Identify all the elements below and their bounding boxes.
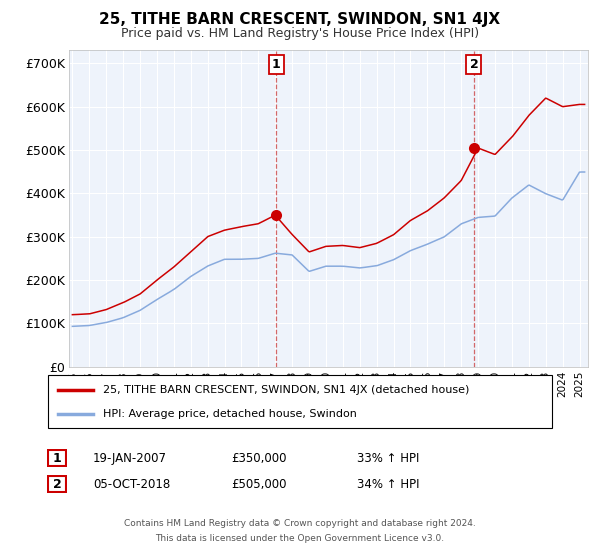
Text: 05-OCT-2018: 05-OCT-2018 — [93, 478, 170, 491]
Text: £505,000: £505,000 — [231, 478, 287, 491]
Text: 2: 2 — [470, 58, 478, 71]
Text: Contains HM Land Registry data © Crown copyright and database right 2024.: Contains HM Land Registry data © Crown c… — [124, 519, 476, 528]
FancyBboxPatch shape — [49, 477, 65, 492]
Text: 25, TITHE BARN CRESCENT, SWINDON, SN1 4JX (detached house): 25, TITHE BARN CRESCENT, SWINDON, SN1 4J… — [103, 385, 470, 395]
Text: 1: 1 — [53, 451, 61, 465]
Text: Price paid vs. HM Land Registry's House Price Index (HPI): Price paid vs. HM Land Registry's House … — [121, 27, 479, 40]
Text: 25, TITHE BARN CRESCENT, SWINDON, SN1 4JX: 25, TITHE BARN CRESCENT, SWINDON, SN1 4J… — [100, 12, 500, 27]
Text: HPI: Average price, detached house, Swindon: HPI: Average price, detached house, Swin… — [103, 408, 358, 418]
FancyBboxPatch shape — [49, 450, 65, 466]
Text: 2: 2 — [53, 478, 61, 491]
Text: 19-JAN-2007: 19-JAN-2007 — [93, 451, 167, 465]
Text: 34% ↑ HPI: 34% ↑ HPI — [357, 478, 419, 491]
Text: 33% ↑ HPI: 33% ↑ HPI — [357, 451, 419, 465]
Text: £350,000: £350,000 — [231, 451, 287, 465]
Text: This data is licensed under the Open Government Licence v3.0.: This data is licensed under the Open Gov… — [155, 534, 445, 543]
FancyBboxPatch shape — [48, 375, 552, 428]
Text: 1: 1 — [272, 58, 280, 71]
